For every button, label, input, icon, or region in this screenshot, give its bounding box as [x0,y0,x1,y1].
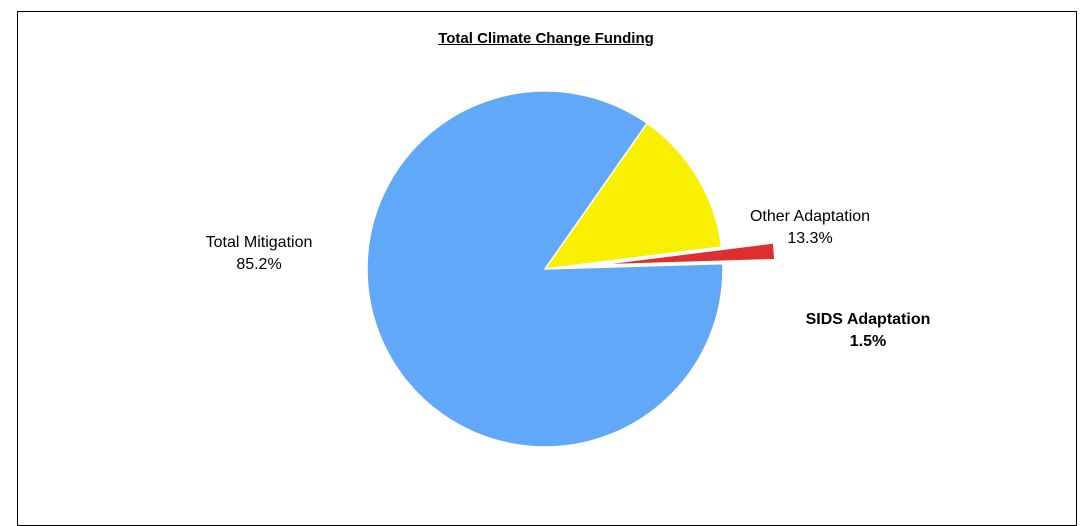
slice-percent-total-mitigation: 85.2% [236,256,281,273]
pie-slice-total-mitigation [366,90,724,448]
slice-label-sids-adaptation: SIDS Adaptation [806,311,931,328]
pie-slice-other-adaptation [543,122,723,270]
slice-percent-sids-adaptation: 1.5% [850,333,886,350]
slice-percent-other-adaptation: 13.3% [787,230,832,247]
chart-title: Total Climate Change Funding [438,30,654,47]
slice-label-total-mitigation: Total Mitigation [206,234,313,251]
pie-slice-sids-adaptation [596,242,776,266]
slice-label-other-adaptation: Other Adaptation [750,208,870,225]
